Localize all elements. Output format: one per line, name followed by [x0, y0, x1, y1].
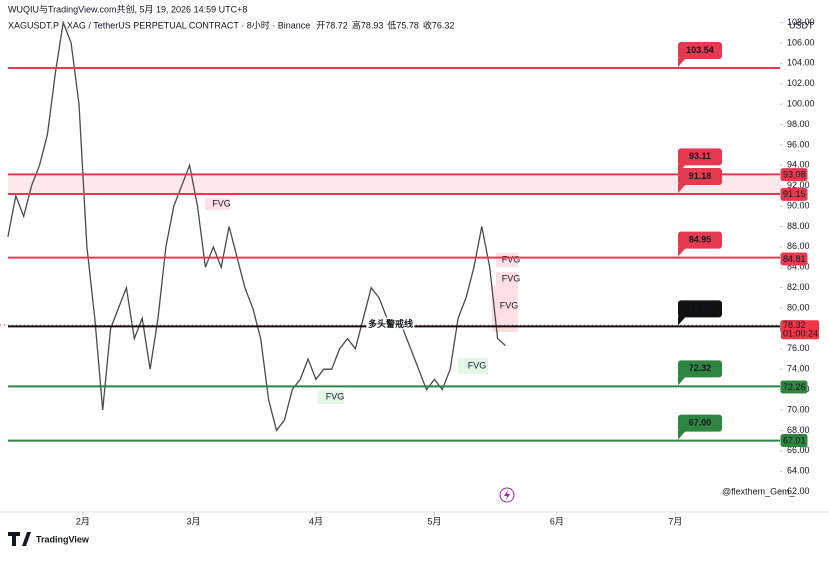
x-tick-label: 5月	[427, 516, 441, 526]
axis-unit: USDT	[789, 20, 814, 30]
axis-tag	[780, 380, 808, 394]
level-tag-pointer	[678, 184, 686, 194]
brand-logo	[8, 532, 31, 546]
y-tick-label: 64.00	[787, 466, 810, 476]
y-tick-label: 76.00	[787, 343, 810, 353]
brand: TradingView	[36, 534, 90, 544]
level-tag-label: 91.18	[689, 171, 712, 181]
fvg-box	[318, 390, 344, 404]
axis-tag-label: 72.26	[783, 382, 806, 392]
y-tick-label: 108.00	[787, 17, 815, 27]
price-line	[7, 20, 506, 432]
y-tick-label: 96.00	[787, 139, 810, 149]
level-tag-pointer	[678, 316, 686, 326]
level-tag-pointer	[678, 430, 686, 440]
y-tick-label: 102.00	[787, 78, 815, 88]
level-tag	[678, 300, 722, 318]
y-tick-label: 94.00	[787, 160, 810, 170]
fvg-box	[496, 253, 518, 267]
fvg-box	[458, 358, 488, 374]
y-tick-label: 66.00	[787, 445, 810, 455]
y-tick-label: 80.00	[787, 302, 810, 312]
y-tick-label: 82.00	[787, 282, 810, 292]
level-tag-label: 84.95	[689, 234, 712, 244]
level-tag-label: 103.54	[686, 45, 714, 55]
y-tick-label: 92.00	[787, 180, 810, 190]
level-tag-pointer	[678, 247, 686, 257]
ohlc-label: 收	[423, 19, 432, 30]
y-tick-label: 106.00	[787, 37, 815, 47]
header: WUQIU与TradingView.com共创, 5月 19, 2026 14:…	[8, 3, 247, 14]
axis-tag-label: 91.15	[783, 189, 806, 199]
fvg-label: FVG	[500, 300, 519, 310]
level-tag	[678, 231, 722, 249]
level-tag-pointer	[678, 376, 686, 386]
countdown: 01:00:24	[783, 329, 818, 339]
level-tag	[678, 42, 722, 60]
zone	[8, 174, 780, 195]
level-tag	[678, 360, 722, 378]
y-tick-label: 74.00	[787, 364, 810, 374]
y-tick-label: 104.00	[787, 58, 815, 68]
axis-tag	[780, 434, 808, 448]
level-tag	[678, 148, 722, 166]
fvg-label: FVG	[502, 254, 521, 264]
axis-tag-label: 93.08	[783, 170, 806, 180]
last-price-label: 78.32	[783, 320, 806, 330]
lightning-icon	[499, 487, 515, 503]
annotation: 多头警戒线	[368, 318, 413, 329]
axis-tag	[780, 187, 808, 201]
ohlc-value: 78.93	[361, 20, 384, 30]
level-tag-label: 72.32	[689, 363, 712, 373]
level-tag-label: 78.20	[689, 303, 712, 313]
y-tick-label: 84.00	[787, 262, 810, 272]
ohlc-value: 76.32	[432, 20, 455, 30]
y-tick-label: 62.00	[787, 486, 810, 496]
y-tick-label: 90.00	[787, 200, 810, 210]
fvg-box	[205, 198, 230, 210]
fvg-label: FVG	[212, 198, 231, 208]
axis-tag-label: 67.01	[783, 435, 806, 445]
fvg-box	[496, 272, 518, 286]
x-tick-label: 3月	[187, 516, 201, 526]
ohlc-label: 高	[352, 19, 361, 30]
last-price-tag	[781, 320, 819, 340]
x-tick-label: 6月	[550, 516, 564, 526]
y-tick-label: 100.00	[787, 98, 815, 108]
level-tag	[678, 414, 722, 432]
axis-tag	[780, 252, 808, 266]
ohlc-label: 低	[387, 19, 396, 30]
watermark: @flexthem_Gem_	[722, 486, 796, 496]
x-tick-label: 2月	[76, 516, 90, 526]
level-tag-label: 93.11	[689, 151, 711, 161]
y-tick-label: 98.00	[787, 119, 810, 129]
level-tag-pointer	[678, 58, 686, 68]
ohlc-value: 78.72	[325, 20, 348, 30]
y-tick-label: 68.00	[787, 425, 810, 435]
y-tick-label: 88.00	[787, 221, 810, 231]
ohlc-label: 开	[316, 20, 325, 30]
y-tick-label: 86.00	[787, 241, 810, 251]
x-tick-label: 7月	[668, 516, 682, 526]
fvg-label: FVG	[468, 360, 487, 370]
x-tick-label: 4月	[309, 516, 323, 526]
axis-tag-label: 84.81	[783, 254, 806, 264]
level-tag	[678, 168, 722, 186]
fvg-label: FVG	[326, 391, 345, 401]
chart-title: XAGUSDT.P · XAG / TetherUS PERPETUAL CON…	[8, 19, 310, 30]
ohlc-value: 75.78	[396, 20, 419, 30]
fvg-label: FVG	[502, 273, 521, 283]
level-tag-label: 67.00	[689, 417, 712, 427]
y-tick-label: 70.00	[787, 404, 810, 414]
axis-tag	[780, 168, 808, 182]
